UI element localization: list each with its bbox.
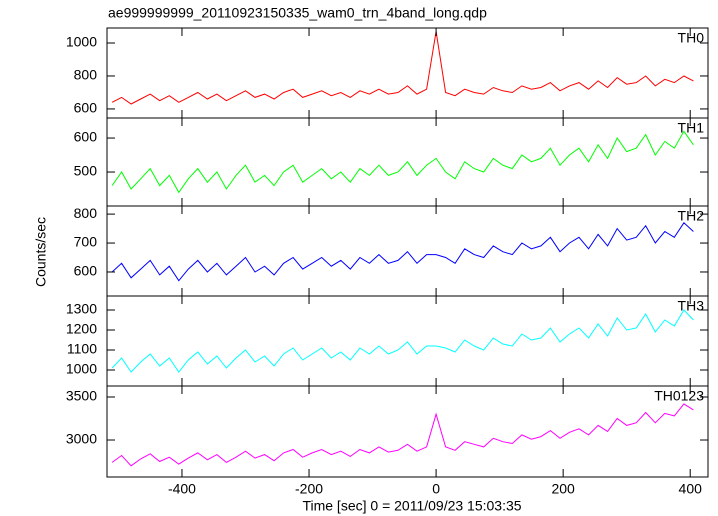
x-tick-label: 0 (432, 481, 440, 497)
series-line (111, 309, 694, 373)
x-tick-label: 400 (679, 481, 703, 497)
panel-label: TH0123 (654, 388, 704, 404)
series-line (111, 130, 694, 194)
y-tick-label: 600 (74, 129, 98, 145)
panel-label: TH0 (678, 30, 705, 46)
y-tick-label: 600 (74, 100, 98, 116)
y-tick-label: 800 (74, 205, 98, 221)
x-axis-label: Time [sec] 0 = 2011/09/23 15:03:35 (302, 498, 521, 514)
x-tick-label: -400 (168, 481, 196, 497)
series-line (111, 403, 694, 467)
y-tick-label: 1300 (66, 301, 97, 317)
series-line (111, 31, 694, 105)
y-tick-label: 3000 (66, 431, 97, 447)
y-tick-label: 1200 (66, 321, 97, 337)
y-tick-label: 3500 (66, 388, 97, 404)
panel-label: TH2 (678, 208, 705, 224)
x-tick-label: 200 (551, 481, 575, 497)
panel-label: TH3 (678, 298, 705, 314)
y-tick-label: 1100 (67, 341, 97, 357)
y-tick-label: 1000 (66, 361, 97, 377)
y-tick-label: 1000 (66, 34, 97, 50)
y-tick-label: 700 (74, 234, 98, 250)
x-tick-label: -200 (295, 481, 323, 497)
y-tick-label: 800 (74, 67, 98, 83)
y-tick-label: 600 (74, 263, 98, 279)
chart-title: ae999999999_20110923150335_wam0_trn_4ban… (108, 5, 487, 21)
panel-frame (106, 385, 709, 478)
panel-label: TH1 (678, 120, 705, 136)
y-axis-label: Counts/sec (33, 217, 49, 287)
series-line (111, 222, 694, 282)
y-tick-label: 500 (74, 163, 98, 179)
